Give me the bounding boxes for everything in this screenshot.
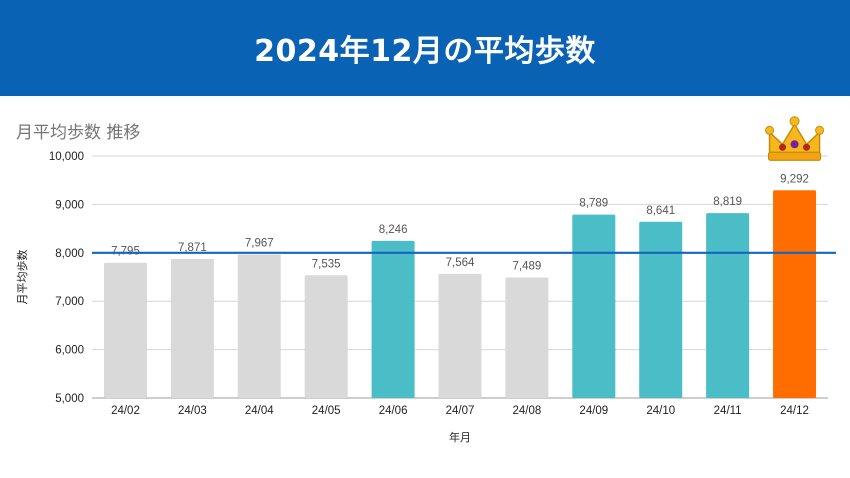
data-label: 8,819 <box>713 196 742 208</box>
x-tick-label: 24/11 <box>714 405 742 417</box>
bar <box>572 214 616 398</box>
x-tick-label: 24/08 <box>513 405 542 417</box>
x-tick-label: 24/09 <box>579 405 608 417</box>
crown-icon <box>765 116 825 161</box>
y-tick-label: 10,000 <box>49 151 84 163</box>
y-tick-label: 8,000 <box>55 248 84 260</box>
data-label: 7,967 <box>245 237 274 249</box>
x-tick-label: 24/05 <box>312 405 341 417</box>
y-tick-label: 9,000 <box>55 199 84 211</box>
bar <box>237 254 281 398</box>
data-label: 8,246 <box>379 224 408 236</box>
y-tick-label: 6,000 <box>55 345 84 357</box>
bar <box>773 190 817 398</box>
data-label: 9,292 <box>780 173 809 185</box>
x-axis-title: 年月 <box>449 430 471 444</box>
x-tick-label: 24/02 <box>111 405 140 417</box>
y-axis-title: 月平均歩数 <box>15 250 29 305</box>
x-tick-label: 24/03 <box>178 405 207 417</box>
bar <box>170 259 214 398</box>
x-tick-label: 24/10 <box>646 405 675 417</box>
x-tick-label: 24/06 <box>379 405 408 417</box>
data-labels: 7,7957,8717,9677,5358,2467,5647,4898,789… <box>111 173 809 272</box>
bar <box>639 221 683 398</box>
y-tick-label: 5,000 <box>55 393 84 405</box>
y-tick-label: 7,000 <box>55 296 84 308</box>
bar <box>103 262 147 398</box>
x-tick-label: 24/07 <box>446 405 475 417</box>
x-tick-label: 24/04 <box>245 405 274 417</box>
banner-title: 2024年12月の平均歩数 <box>254 34 596 69</box>
title-banner: 2024年12月の平均歩数 <box>0 0 850 96</box>
chart-title: 月平均歩数 推移 <box>16 123 141 143</box>
bar <box>304 275 348 398</box>
bar <box>438 273 482 398</box>
data-label: 7,871 <box>178 242 207 254</box>
data-label: 8,789 <box>579 198 608 210</box>
data-label: 8,641 <box>646 205 675 217</box>
data-label: 7,489 <box>513 261 542 273</box>
bar <box>371 240 415 398</box>
x-tick-label: 24/12 <box>780 405 809 417</box>
bar <box>505 277 549 398</box>
data-label: 7,564 <box>446 257 475 269</box>
bar <box>706 213 750 398</box>
data-label: 7,535 <box>312 258 341 270</box>
bars <box>103 190 817 398</box>
axes: 5,000 6,000 7,000 8,000 9,000 10,000 24/02 24/0… <box>15 151 809 444</box>
